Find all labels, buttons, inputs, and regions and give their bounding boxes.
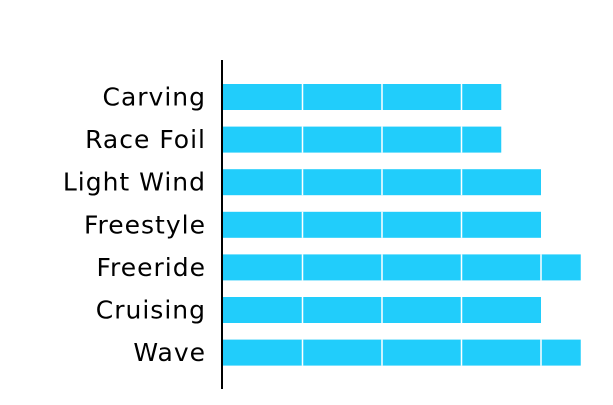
category-labels: Carving Race Foil Light Wind Freestyle Freer… (63, 83, 206, 368)
category-label-freeride: Freeride (96, 253, 206, 282)
bars (223, 84, 581, 366)
bar-race-foil (223, 126, 502, 153)
category-label-light-wind: Light Wind (63, 168, 206, 197)
category-label-cruising: Cruising (96, 296, 206, 325)
category-label-carving: Carving (102, 83, 206, 112)
category-label-freestyle: Freestyle (84, 210, 206, 239)
bar-carving (223, 84, 502, 110)
bar-freeride (223, 254, 581, 281)
category-label-race-foil: Race Foil (85, 125, 206, 154)
bar-wave (223, 339, 581, 366)
category-label-wave: Wave (133, 338, 206, 367)
